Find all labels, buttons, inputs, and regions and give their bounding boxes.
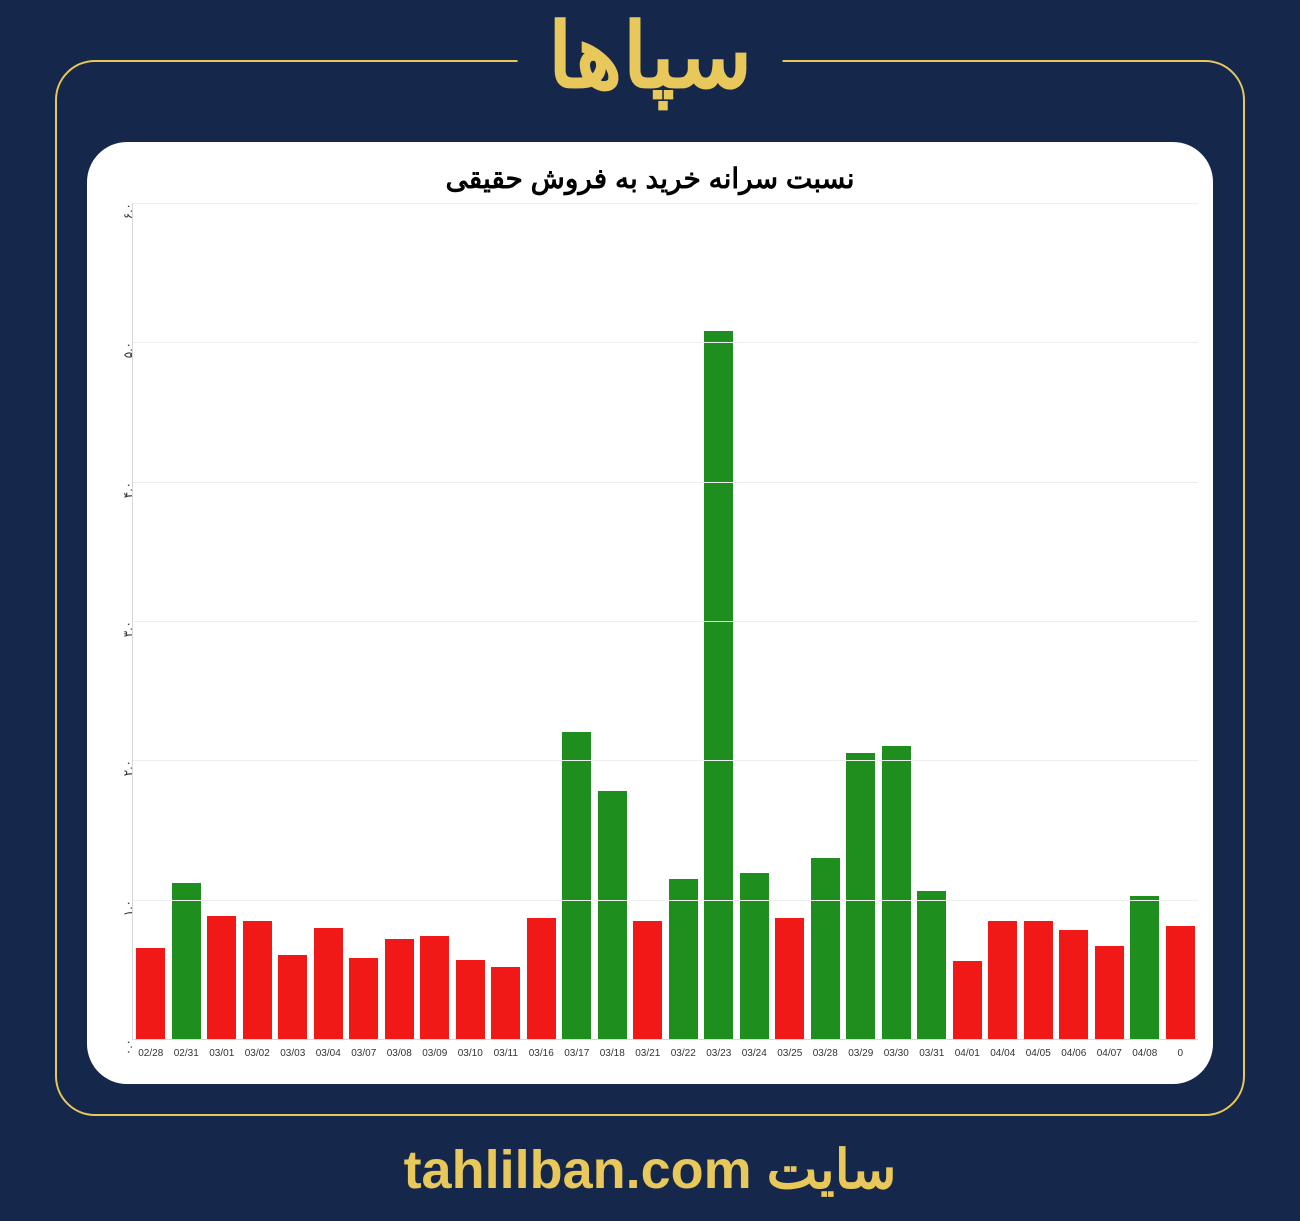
y-tick-label: ۶.۰ bbox=[121, 203, 135, 233]
x-tick-label: 04/08 bbox=[1132, 1048, 1157, 1059]
x-tick-label: 03/02 bbox=[245, 1048, 270, 1059]
footer-domain: tahlilban.com bbox=[404, 1140, 752, 1200]
bar bbox=[704, 331, 733, 1039]
gridline bbox=[133, 482, 1198, 483]
bar bbox=[669, 879, 698, 1039]
x-tick-label: 03/28 bbox=[813, 1048, 838, 1059]
x-tick-label: 04/04 bbox=[990, 1048, 1015, 1059]
frame-border: سپاها نسبت سرانه خرید به فروش حقیقی 02/2… bbox=[55, 60, 1245, 1116]
y-tick-label: ۵.۰ bbox=[121, 342, 135, 372]
bar bbox=[633, 921, 662, 1039]
page-title: سپاها bbox=[518, 12, 783, 102]
bar bbox=[1130, 896, 1159, 1040]
x-tick-label: 03/07 bbox=[351, 1048, 376, 1059]
bar bbox=[491, 967, 520, 1039]
chart-card: نسبت سرانه خرید به فروش حقیقی 02/28 02/31… bbox=[87, 142, 1213, 1084]
x-tick-label: 03/29 bbox=[848, 1048, 873, 1059]
gridline bbox=[133, 900, 1198, 901]
footer-prefix: سایت bbox=[767, 1140, 897, 1200]
x-tick-label: 03/23 bbox=[706, 1048, 731, 1059]
x-tick-label: 04/07 bbox=[1097, 1048, 1122, 1059]
gridline bbox=[133, 760, 1198, 761]
bar bbox=[953, 961, 982, 1039]
bar bbox=[172, 883, 201, 1039]
bar bbox=[314, 928, 343, 1039]
bar bbox=[456, 960, 485, 1039]
x-tick-label: 03/21 bbox=[635, 1048, 660, 1059]
x-tick-label: 03/09 bbox=[422, 1048, 447, 1059]
x-tick-label: 04/05 bbox=[1026, 1048, 1051, 1059]
x-tick-label: 03/30 bbox=[884, 1048, 909, 1059]
x-tick-label: 02/31 bbox=[174, 1048, 199, 1059]
bar bbox=[278, 955, 307, 1039]
bar bbox=[243, 921, 272, 1039]
bar bbox=[598, 791, 627, 1039]
bar bbox=[811, 858, 840, 1039]
bar bbox=[775, 918, 804, 1039]
y-tick-label: ۳.۰ bbox=[121, 621, 135, 651]
gridline bbox=[133, 342, 1198, 343]
bar bbox=[1095, 946, 1124, 1039]
bar bbox=[988, 921, 1017, 1039]
x-tick-label: 03/31 bbox=[919, 1048, 944, 1059]
bar bbox=[1024, 921, 1053, 1039]
bar bbox=[740, 873, 769, 1039]
bar bbox=[917, 891, 946, 1039]
y-tick-label: ۰.۰ bbox=[121, 1039, 135, 1069]
x-tick-label: 04/06 bbox=[1061, 1048, 1086, 1059]
chart-area: 02/28 02/31 03/01 03/02 03/03 03/04 03/07 03/08… bbox=[97, 203, 1203, 1065]
x-tick-label: 03/25 bbox=[777, 1048, 802, 1059]
bar bbox=[882, 746, 911, 1039]
gridline bbox=[133, 203, 1198, 204]
x-tick-label: 03/17 bbox=[564, 1048, 589, 1059]
bar bbox=[349, 958, 378, 1039]
x-tick-label: 03/11 bbox=[494, 1048, 518, 1059]
x-tick-label: 0 bbox=[1177, 1048, 1183, 1059]
x-tick-label: 03/22 bbox=[671, 1048, 696, 1059]
footer: سایت tahlilban.com bbox=[0, 1138, 1300, 1201]
x-tick-label: 04/01 bbox=[955, 1048, 980, 1059]
bar bbox=[136, 948, 165, 1039]
x-tick-label: 03/24 bbox=[742, 1048, 767, 1059]
bar bbox=[527, 918, 556, 1039]
y-tick-label: ۲.۰ bbox=[121, 760, 135, 790]
bar bbox=[846, 753, 875, 1039]
y-tick-label: ۱.۰ bbox=[121, 900, 135, 930]
x-tick-label: 03/01 bbox=[209, 1048, 234, 1059]
bar bbox=[1166, 926, 1195, 1039]
x-tick-label: 02/28 bbox=[138, 1048, 163, 1059]
bar bbox=[420, 936, 449, 1039]
chart-plot: 02/2802/3103/0103/0203/0303/0403/0703/08… bbox=[132, 203, 1198, 1040]
bar bbox=[207, 916, 236, 1039]
x-tick-label: 03/08 bbox=[387, 1048, 412, 1059]
bar bbox=[385, 939, 414, 1039]
x-tick-label: 03/18 bbox=[600, 1048, 625, 1059]
bar bbox=[1059, 930, 1088, 1039]
x-tick-label: 03/04 bbox=[316, 1048, 341, 1059]
x-tick-label: 03/03 bbox=[280, 1048, 305, 1059]
chart-title: نسبت سرانه خرید به فروش حقیقی bbox=[97, 162, 1203, 195]
gridline bbox=[133, 621, 1198, 622]
bar bbox=[562, 732, 591, 1039]
x-tick-label: 03/16 bbox=[529, 1048, 554, 1059]
y-tick-label: ۴.۰ bbox=[121, 482, 135, 512]
x-tick-label: 03/10 bbox=[458, 1048, 483, 1059]
